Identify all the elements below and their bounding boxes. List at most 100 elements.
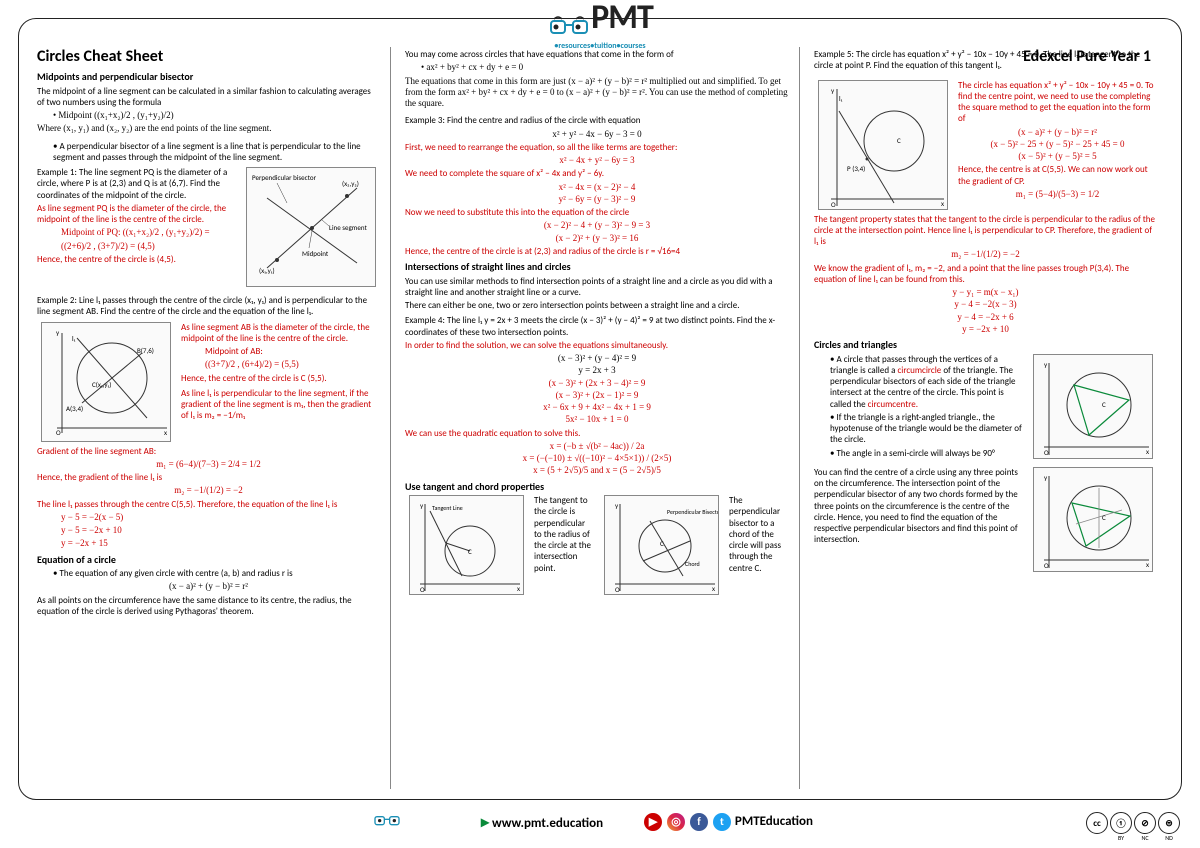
instagram-icon[interactable]: ◎ [667,813,685,831]
eq: (x − 3)² + (y − 4)² = 9 [405,353,789,364]
solution-text: Gradient of the line segment AB: [37,446,380,457]
column-3: Example 5: The circle has equation x² + … [810,47,1167,789]
section-intersections: Intersections of straight lines and circ… [405,261,789,274]
svg-text:C: C [468,547,472,556]
svg-text:y: y [56,328,60,337]
eq: ((2+6)/2 , (3+7)/2) = (4,5) [61,241,236,252]
solution-text: In order to find the solution, we can so… [405,340,789,351]
eq: y − 4 = −2(x − 3) [814,299,1157,310]
eq: x² + y² − 4x − 6y − 3 = 0 [405,129,789,140]
youtube-icon[interactable]: ▶ [644,813,662,831]
text: The equations that come in this form are… [405,76,789,110]
svg-text:x: x [1146,447,1149,456]
footer-url[interactable]: ▸ www.pmt.education [481,812,603,832]
svg-text:Midpoint: Midpoint [302,249,329,258]
svg-text:y: y [1044,473,1048,482]
eq: y = −2x + 15 [61,538,380,549]
eq: Midpoint of PQ: ((x₁+x₂)/2 , (y₁+y₂)/2) … [61,227,236,238]
eq: y = −2x + 10 [814,324,1157,335]
eq: (x − 5)² + (y − 5)² = 5 [958,151,1157,162]
text: You can use similar methods to find inte… [405,276,789,299]
eq: (x − 3)² + (2x − 1)² = 9 [405,390,789,401]
solution-text: We need to complete the square of x² − 4… [405,168,789,179]
svg-text:l₁: l₁ [72,334,76,343]
text: As all points on the circumference have … [37,595,380,618]
eq: m₁ = (6−4)/(7−3) = 2/4 = 1/2 [37,459,380,470]
svg-text:Perpendicular Bisector: Perpendicular Bisector [667,508,719,516]
svg-text:x: x [941,199,944,208]
example-2: Example 2: Line l₁ passes through the ce… [37,295,380,318]
solution-text: Hence, the centre of the circle is C (5,… [181,373,380,384]
svg-text:x: x [712,584,715,593]
three-points-diagram: C Ox y [1033,467,1153,572]
text: The midpoint of a line segment can be ca… [37,86,380,109]
eq: (x − 5)² − 25 + (y − 5)² − 25 + 45 = 0 [958,139,1157,150]
solution-text: First, we need to rearrange the equation… [405,142,789,153]
solution-text: As line segment AB is the diameter of th… [181,322,380,345]
column-2: You may come across circles that have eq… [401,47,800,789]
solution-text: Hence, the gradient of the line l₁ is [37,472,380,483]
perpendicular-bisector-diagram: (x₁,y₁) (x₂,y₂) Perpendicular bisector L… [246,167,376,287]
solution-text: The line l₁ passes through the centre C(… [37,499,380,510]
text: The tangent to the circle is perpendicul… [534,495,594,574]
tangent-circle-diagram: P (3,4) C l₁ Oxy [818,80,948,210]
solution-text: Hence, the centre is at C(5,5). We can n… [958,164,1157,187]
svg-text:x: x [1146,560,1149,569]
example-1: Example 1: The line segment PQ is the di… [37,167,236,201]
svg-text:x: x [164,428,167,437]
eq: x² − 4x + y² − 6y = 3 [405,155,789,166]
svg-text:x: x [517,584,520,593]
solution-text: The tangent property states that the tan… [814,214,1157,248]
footer-social[interactable]: ▶ ◎ f t PMTEducation [643,813,813,831]
eq: m₂ = −1/(1/2) = −2 [814,249,1157,260]
svg-text:Perpendicular bisector: Perpendicular bisector [252,173,317,182]
eq: (x − 3)² + (2x + 3 − 4)² = 9 [405,378,789,389]
svg-text:O: O [1044,561,1049,570]
eq: y − 5 = −2(x − 5) [61,512,380,523]
solution-text: As line l₁ is perpendicular to the line … [181,388,380,422]
svg-text:Tangent Line: Tangent Line [432,504,463,512]
solution-text: We know the gradient of l₁, m₂ = −2, and… [814,263,1157,286]
text: You may come across circles that have eq… [405,49,789,60]
eq: y² − 6y = (y − 3)² − 9 [405,194,789,205]
tangent-diagram: Tangent Line C Oxy [409,495,524,595]
eq: Midpoint of AB: [205,346,380,357]
eq: m₂ = −1/(1/2) = −2 [37,485,380,496]
solution-text: Hence, the centre of the circle is at (2… [405,246,789,257]
svg-text:Line segment: Line segment [329,223,367,232]
eq: x = (−b ± √(b² − 4ac)) / 2a [405,441,789,452]
eq: m₁ = (5−4)/(5−3) = 1/2 [958,189,1157,200]
svg-text:l₁: l₁ [839,94,843,103]
eq: 5x² − 10x + 1 = 0 [405,414,789,425]
svg-text:C: C [1102,513,1106,522]
svg-text:y: y [831,86,835,95]
eq: • ax² + by² + cx + dy + e = 0 [421,62,789,73]
solution-text: Hence, the centre of the circle is (4,5)… [37,254,236,265]
svg-text:C: C [1102,400,1106,409]
text: Where (x₁, y₁) and (x₂, y₂) are the end … [37,123,380,134]
eq: (x − 2)² + (y − 3)² = 16 [405,233,789,244]
solution-text: The circle has equation x² + y² − 10x − … [958,80,1157,125]
example-4: Example 4: The line l₁ y = 2x + 3 meets … [405,315,789,338]
section-tangent: Use tangent and chord properties [405,481,789,494]
svg-text:O: O [615,585,620,594]
svg-text:B(7,6): B(7,6) [137,346,154,355]
svg-text:(x₁,y₁): (x₁,y₁) [259,266,275,275]
page-content: Edexcel Pure Year 1 Circles Cheat Sheet … [18,18,1182,800]
circle-ab-diagram: A(3,4) B(7,6) C(x₁,y₁) l₁ y x O [41,322,171,442]
svg-text:O: O [56,428,61,437]
svg-text:(x₂,y₂): (x₂,y₂) [342,179,359,188]
twitter-icon[interactable]: t [713,813,731,831]
svg-text:C: C [897,136,901,145]
text: There can either be one, two or zero int… [405,300,789,311]
text: The perpendicular bisector to a chord of… [729,495,789,574]
text: You can find the centre of a circle usin… [814,467,1023,546]
eq: x = (5 + 2√5)/5 and x = (5 − 2√5)/5 [405,465,789,476]
facebook-icon[interactable]: f [690,813,708,831]
svg-text:A(3,4): A(3,4) [66,404,83,413]
eq: x² − 6x + 9 + 4x² − 4x + 1 = 9 [405,402,789,413]
eq: y = 2x + 3 [405,365,789,376]
solution-text: We can use the quadratic equation to sol… [405,428,789,439]
course-title: Edexcel Pure Year 1 [1023,47,1151,66]
eq: x = (−(−10) ± √((−10)² − 4×5×1)) / (2×5) [405,453,789,464]
